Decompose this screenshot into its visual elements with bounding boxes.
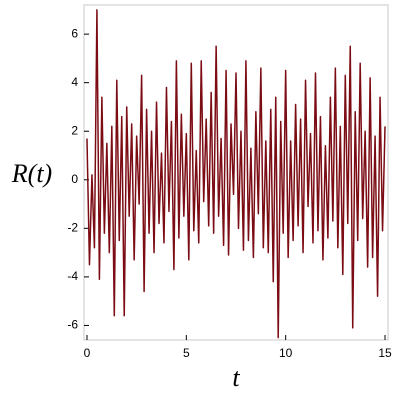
y-tick-label: 0 bbox=[71, 172, 78, 186]
y-tick-label: -6 bbox=[67, 318, 78, 332]
y-tick-label: 4 bbox=[71, 75, 78, 89]
y-tick-label: -4 bbox=[67, 269, 78, 283]
data-line bbox=[86, 9, 386, 339]
x-tick-label: 0 bbox=[84, 346, 91, 360]
y-axis-label: R(t) bbox=[11, 159, 52, 188]
y-tick-label: 6 bbox=[71, 26, 78, 40]
y-tick-label: -2 bbox=[67, 221, 78, 235]
x-tick-label: 5 bbox=[183, 346, 190, 360]
x-tick-label: 10 bbox=[279, 346, 293, 360]
x-tick-label: 15 bbox=[378, 346, 392, 360]
plot-frame bbox=[83, 4, 389, 341]
x-axis-label: t bbox=[232, 363, 240, 392]
y-tick-label: 2 bbox=[71, 123, 78, 137]
